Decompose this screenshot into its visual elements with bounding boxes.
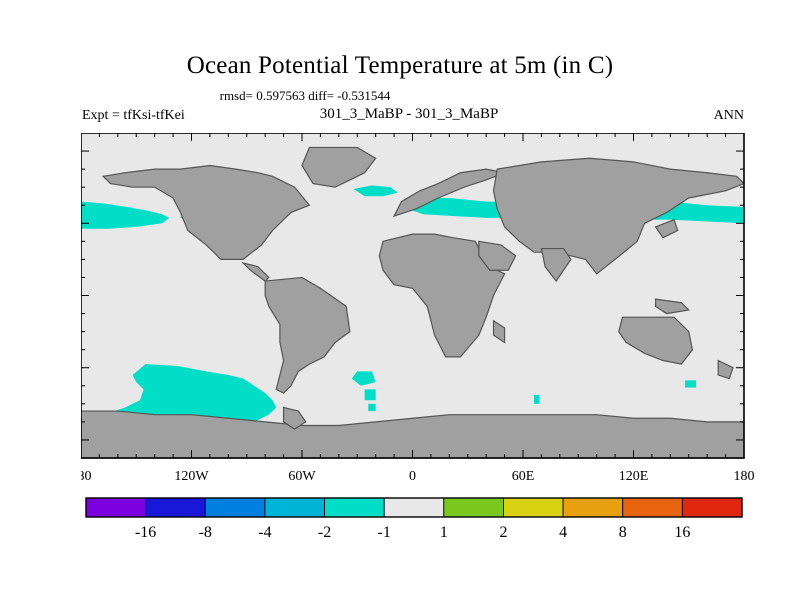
colorbar-frame <box>85 497 743 518</box>
x-tick-label: 120E <box>619 469 649 484</box>
colorbar-svg: -16 -8 -4 -2 -1 1 2 4 8 16 <box>85 497 743 541</box>
land-mass <box>654 218 679 239</box>
anomaly-region <box>685 380 697 388</box>
anomaly-region <box>81 201 170 229</box>
land-mass <box>301 146 377 188</box>
land-mass <box>378 233 506 358</box>
anomaly-region <box>351 371 376 386</box>
anomaly-region <box>353 185 398 197</box>
land-mass <box>264 276 351 394</box>
anomaly-region <box>368 403 376 412</box>
colorbar-segment <box>324 497 385 518</box>
land-mass <box>492 319 506 344</box>
land-mass <box>80 410 745 459</box>
case-label: 301_3_MaBP - 301_3_MaBP <box>319 106 499 122</box>
colorbar-segment <box>85 497 147 518</box>
colorbar-segment <box>622 497 683 518</box>
x-tick-label: 180 <box>81 469 92 484</box>
statistics-line: rmsd= 0.597563 diff= -0.531544 <box>0 88 800 104</box>
colorbar-segment <box>562 497 624 518</box>
colorbar-segment <box>264 497 325 518</box>
land-mass <box>540 247 572 283</box>
x-tick-label: 180 <box>734 469 755 484</box>
colorbar-segment <box>204 497 266 518</box>
colorbar-segment <box>443 497 504 518</box>
statistics-text: rmsd= 0.597563 diff= -0.531544 <box>219 88 391 103</box>
anomaly-region <box>721 208 744 218</box>
experiment-label: Expt = tfKsi-tfKei <box>82 108 185 123</box>
land-mass <box>717 359 734 380</box>
land-mass <box>618 316 694 365</box>
colorbar-segment <box>681 497 743 518</box>
season-label: ANN <box>713 108 744 123</box>
page-title: Ocean Potential Temperature at 5m (in C) <box>186 52 614 79</box>
map-panel: 180120W60W060E120E18080N40N040S80S <box>47 132 781 498</box>
land-layer <box>80 146 746 459</box>
colorbar-tick-label: -4 <box>258 524 271 541</box>
colorbar-tick-label: -1 <box>378 524 391 541</box>
land-mass <box>282 406 307 430</box>
colorbar-tick-label: 4 <box>559 524 567 541</box>
anomaly-region <box>364 389 376 401</box>
x-tick-label: 60E <box>512 469 535 484</box>
colorbar-tick-label: -2 <box>318 524 331 541</box>
colorbar-tick-label: -8 <box>199 524 212 541</box>
colorbar-segment <box>145 497 206 518</box>
colorbar-tick-label: 16 <box>674 524 690 541</box>
map-svg: 180120W60W060E120E18080N40N040S80S <box>47 132 755 484</box>
x-tick-label: 0 <box>409 469 416 484</box>
land-mass <box>392 168 507 218</box>
colorbar-tick-label: -16 <box>135 524 156 541</box>
colorbar-tick-label: 1 <box>440 524 448 541</box>
x-tick-label: 120W <box>174 469 209 484</box>
case-line: 301_3_MaBP - 301_3_MaBP <box>0 106 800 123</box>
land-mass <box>241 261 270 282</box>
colorbar-tick-label: 8 <box>619 524 627 541</box>
land-mass <box>654 298 691 315</box>
x-tick-label: 60W <box>288 469 316 484</box>
land-mass <box>492 157 746 275</box>
colorbar-panel: -16 -8 -4 -2 -1 1 2 4 8 16 <box>0 488 800 553</box>
colorbar-segment <box>383 497 445 518</box>
colorbar-segment <box>503 497 564 518</box>
colorbar-tick-label: 2 <box>499 524 507 541</box>
land-mass <box>478 240 517 271</box>
land-mass <box>101 164 311 260</box>
anomaly-region <box>534 394 540 404</box>
